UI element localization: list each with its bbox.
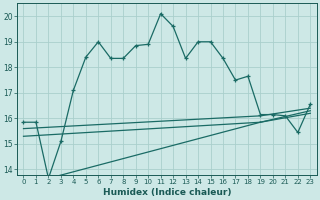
X-axis label: Humidex (Indice chaleur): Humidex (Indice chaleur) <box>103 188 231 197</box>
